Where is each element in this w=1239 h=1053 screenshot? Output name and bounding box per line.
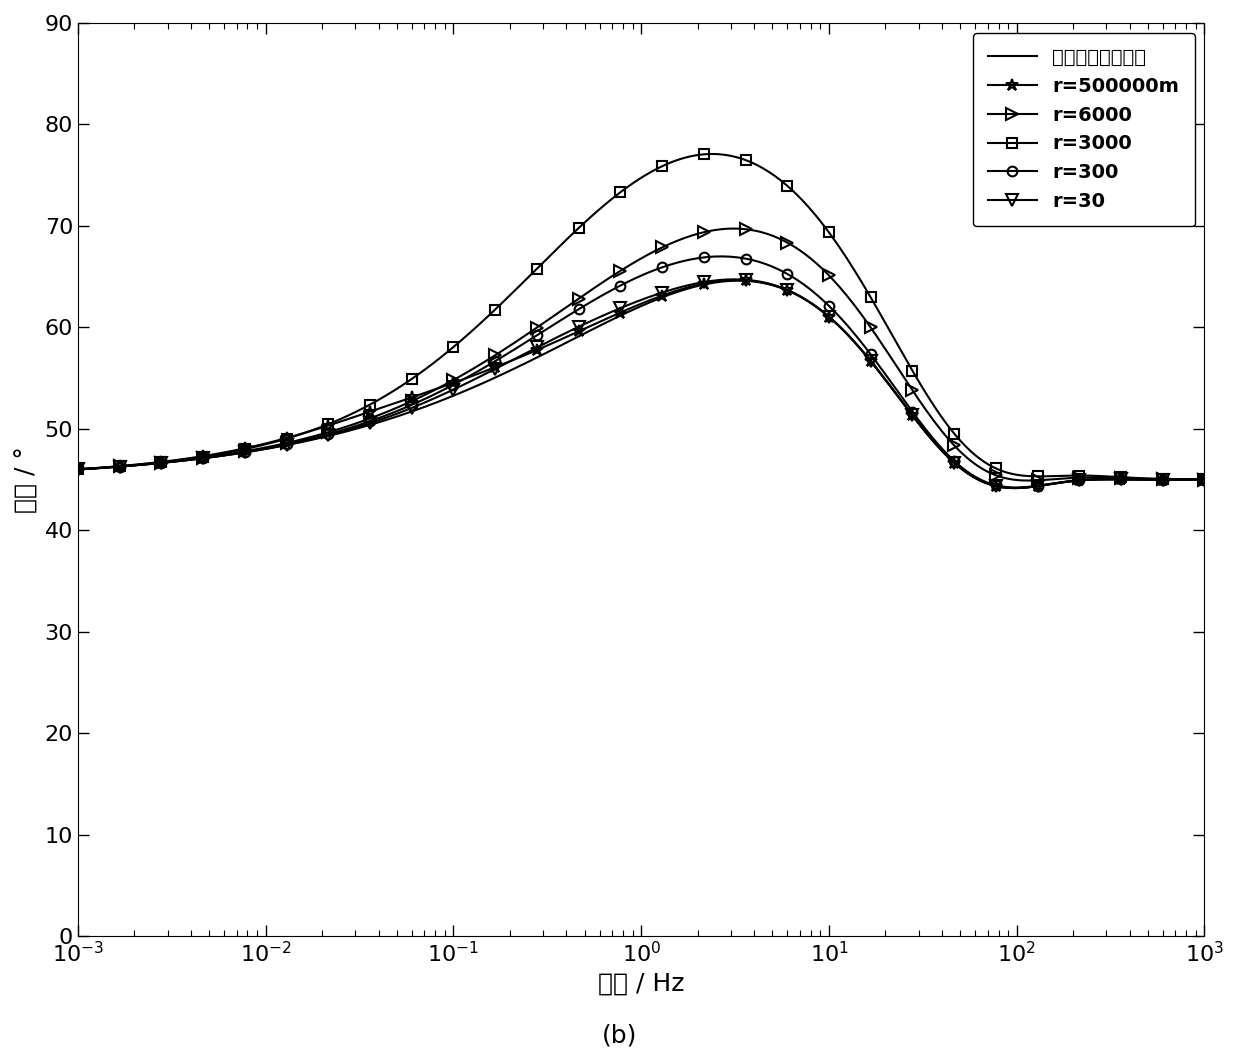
- Legend: 大地电磁阻抗相位, r=500000m, r=6000, r=3000, r=300, r=30: 大地电磁阻抗相位, r=500000m, r=6000, r=3000, r=3…: [973, 33, 1194, 226]
- X-axis label: 频率 / Hz: 频率 / Hz: [598, 972, 684, 996]
- Text: (b): (b): [602, 1024, 637, 1048]
- Y-axis label: 相位 / °: 相位 / °: [15, 446, 38, 513]
